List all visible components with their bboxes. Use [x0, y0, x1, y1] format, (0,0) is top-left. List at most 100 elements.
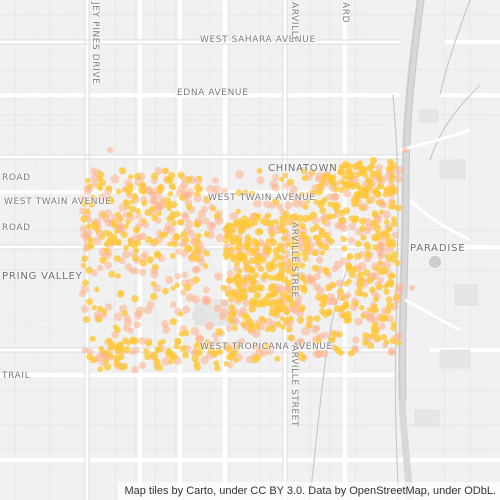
incident-dot: [293, 228, 300, 235]
incident-dot: [251, 329, 261, 338]
incident-dot: [181, 271, 189, 279]
incident-dot: [373, 236, 379, 242]
incident-dot: [177, 218, 185, 226]
incident-dot: [242, 259, 250, 267]
incident-dot: [268, 309, 276, 317]
road-label-arville-bottom: ARVILLE STREET: [289, 345, 299, 428]
incident-dot: [196, 340, 203, 348]
incident-dot: [190, 326, 200, 336]
incident-dot: [215, 328, 223, 336]
incident-dot: [213, 360, 220, 367]
incident-dot: [237, 293, 245, 301]
incident-dot: [357, 261, 367, 271]
incident-dot: [249, 190, 256, 197]
incident-dot: [309, 211, 318, 219]
incident-dot: [306, 274, 315, 283]
incident-dot: [79, 225, 87, 233]
incident-dot: [312, 234, 319, 241]
incident-dot: [98, 346, 105, 352]
incident-dot: [136, 213, 143, 220]
incident-dot: [342, 301, 349, 308]
incident-dot: [195, 349, 203, 357]
incident-dot: [318, 296, 325, 302]
incident-dot: [157, 183, 165, 191]
incident-dot: [224, 290, 232, 297]
road-label-trail: TRAIL: [2, 371, 31, 381]
incident-dot: [325, 213, 333, 221]
incident-dot: [249, 297, 256, 305]
incident-dot: [149, 205, 156, 212]
incident-dot: [338, 209, 346, 217]
incident-dot: [104, 261, 112, 270]
incident-dot: [171, 220, 177, 227]
incident-dot: [235, 244, 242, 251]
incident-dot: [124, 203, 131, 210]
incident-dot: [225, 325, 233, 332]
incident-dot: [223, 238, 229, 244]
incident-dot: [90, 173, 100, 183]
incident-dot: [369, 156, 378, 165]
incident-dot: [257, 228, 264, 235]
incident-dot: [322, 266, 330, 274]
incident-dot: [169, 252, 176, 259]
incident-dot: [186, 203, 193, 211]
incident-dot: [331, 332, 337, 338]
incident-dot: [123, 346, 131, 354]
incident-dot: [151, 214, 159, 222]
road-label-top-ard: ARD: [340, 2, 350, 24]
incident-dot: [228, 310, 237, 319]
incident-dot: [346, 253, 354, 260]
incident-dot: [364, 244, 372, 251]
incident-dot: [250, 343, 258, 350]
incident-dot: [333, 345, 340, 352]
incident-dot: [98, 193, 107, 202]
incident-dot: [367, 342, 375, 350]
incident-dot: [181, 211, 188, 219]
incident-dot: [296, 214, 304, 223]
incident-dot: [268, 230, 276, 238]
incident-dot: [287, 334, 295, 342]
incident-dot: [105, 303, 113, 311]
incident-dot: [200, 356, 209, 365]
incident-dot: [160, 338, 166, 345]
incident-dot: [239, 276, 248, 285]
incident-dot: [217, 349, 223, 355]
incident-dot: [155, 345, 163, 353]
incident-dot: [293, 221, 301, 229]
incident-dot: [370, 324, 378, 331]
incident-dot: [81, 199, 89, 207]
incident-dot: [288, 300, 297, 308]
incident-dot: [375, 164, 384, 172]
incident-dot: [348, 222, 356, 231]
incident-dot: [247, 285, 255, 293]
incident-dot: [336, 288, 345, 296]
incident-dot: [271, 298, 278, 305]
incident-dot: [369, 333, 376, 339]
incident-dot: [295, 257, 302, 264]
incident-dot: [364, 227, 371, 235]
incident-dot: [317, 201, 325, 209]
incident-dot: [212, 185, 221, 194]
incident-dot: [354, 317, 363, 326]
road-label-arville-top: ARVILLE: [289, 2, 299, 43]
incident-dot: [131, 366, 139, 374]
incident-dot: [214, 272, 223, 281]
incident-dot: [114, 228, 120, 234]
incident-dot: [280, 235, 288, 242]
incident-dot: [145, 236, 153, 244]
incident-dot: [311, 264, 320, 272]
incident-dot: [105, 337, 113, 345]
incident-dot: [376, 252, 384, 260]
incident-dot: [251, 355, 259, 364]
incident-dot: [281, 276, 289, 284]
incident-dot: [315, 349, 324, 358]
incident-dot: [277, 298, 285, 306]
incident-dot: [88, 200, 96, 208]
incident-dot: [100, 212, 107, 218]
incident-dot: [185, 191, 193, 200]
incident-dot: [296, 316, 305, 324]
incident-dot: [205, 321, 215, 331]
incident-dot: [178, 194, 185, 201]
incident-dot: [302, 255, 309, 262]
